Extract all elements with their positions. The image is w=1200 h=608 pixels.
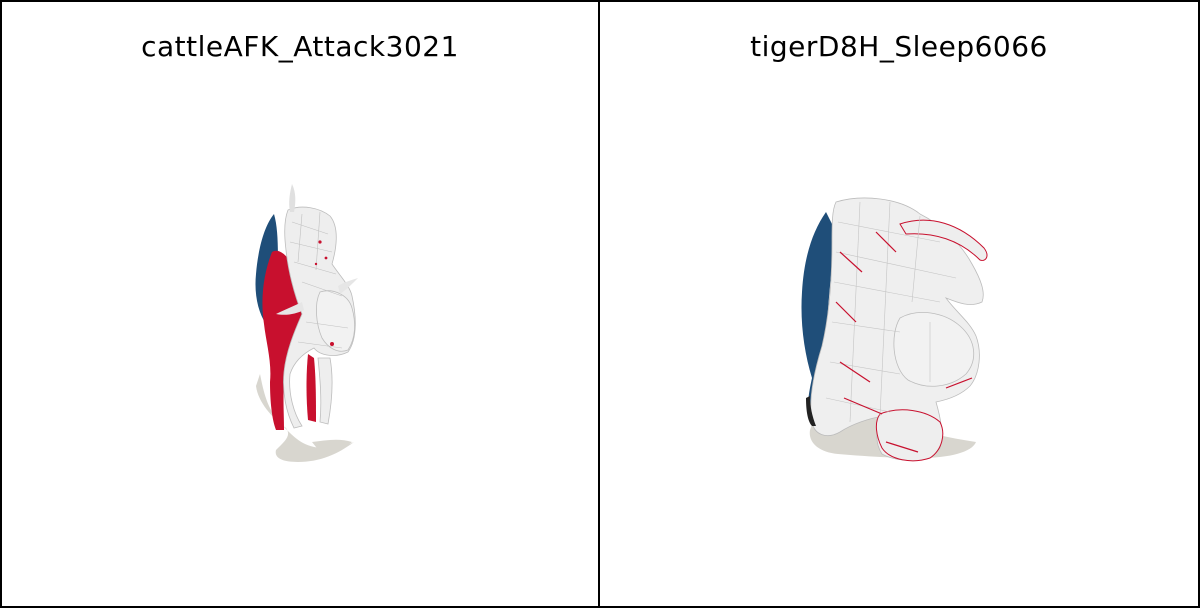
cattle-horn-right: [338, 278, 358, 294]
cattle-wire-lines: [289, 211, 349, 349]
cattle-red-region: [262, 250, 302, 430]
cattle-tail: [289, 184, 296, 212]
tiger-dark-edge: [806, 396, 816, 426]
panel-right: tigerD8H_Sleep6066: [600, 0, 1200, 608]
tiger-head: [893, 312, 974, 387]
cattle-red-speckles: [314, 240, 334, 346]
cattle-mesh-render: [255, 184, 358, 462]
tiger-red-seams: [835, 231, 973, 453]
panel-title-right: tigerD8H_Sleep6066: [750, 30, 1048, 63]
tiger-blue-region: [801, 212, 836, 422]
cattle-wireframe-legs: [317, 357, 333, 425]
tiger-front-paw: [875, 409, 944, 462]
cattle-shadow-tail: [312, 439, 352, 452]
tiger-wire-lines: [825, 201, 957, 423]
tiger-tail: [899, 219, 988, 261]
cattle-ear-left: [276, 302, 304, 315]
cattle-red-leg: [306, 354, 316, 422]
tiger-mesh-render: [801, 197, 988, 462]
cattle-head: [316, 290, 356, 352]
panel-title-left: cattleAFK_Attack3021: [141, 30, 459, 63]
panel-left: cattleAFK_Attack3021: [0, 0, 600, 608]
